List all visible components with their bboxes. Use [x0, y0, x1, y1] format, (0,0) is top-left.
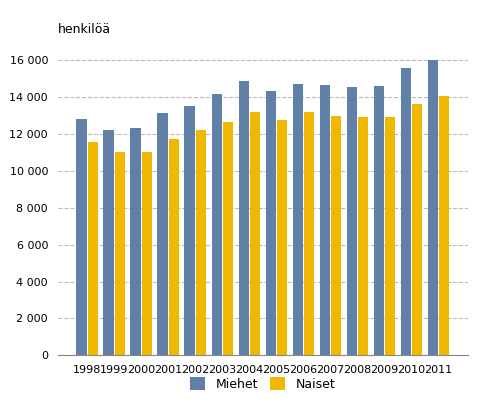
Bar	[401, 68, 411, 355]
Bar	[196, 130, 206, 355]
Bar	[212, 94, 222, 355]
Bar	[131, 127, 141, 355]
Bar	[250, 112, 260, 355]
Legend: Miehet, Naiset: Miehet, Naiset	[185, 372, 340, 396]
Bar	[293, 84, 303, 355]
Bar	[77, 119, 87, 355]
Bar	[374, 86, 384, 355]
Bar	[104, 130, 114, 355]
Bar	[277, 120, 287, 355]
Bar	[266, 91, 276, 355]
Bar	[320, 85, 330, 355]
Bar	[223, 122, 233, 355]
Bar	[115, 153, 125, 355]
Bar	[412, 104, 422, 355]
Bar	[331, 117, 341, 355]
Bar	[169, 139, 179, 355]
Bar	[142, 151, 152, 355]
Bar	[428, 60, 438, 355]
Bar	[88, 142, 98, 355]
Bar	[439, 96, 449, 355]
Bar	[239, 82, 249, 355]
Bar	[304, 112, 314, 355]
Bar	[358, 117, 368, 355]
Bar	[185, 106, 195, 355]
Text: henkilöä: henkilöä	[58, 23, 111, 36]
Bar	[385, 117, 395, 355]
Bar	[347, 87, 357, 355]
Bar	[158, 113, 168, 355]
